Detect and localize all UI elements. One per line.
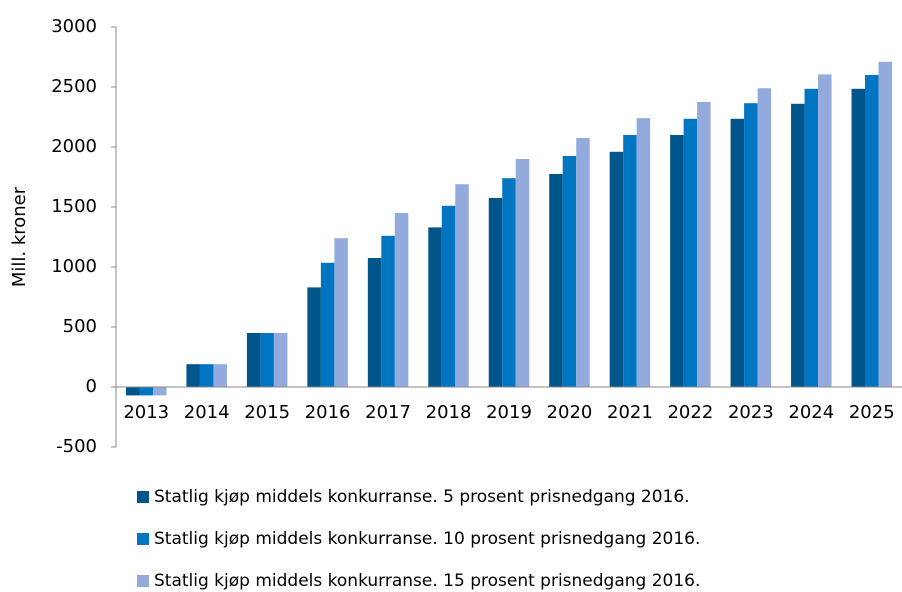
bar (609, 151, 624, 387)
legend-swatch (137, 533, 149, 545)
legend-label: Statlig kjøp middels konkurranse. 5 pros… (154, 487, 690, 507)
x-tick-label: 2022 (667, 402, 713, 423)
legend-label: Statlig kjøp middels konkurranse. 10 pro… (154, 529, 700, 549)
bar (623, 135, 637, 387)
x-tick-label: 2014 (184, 402, 230, 423)
bar (502, 178, 516, 387)
bar (381, 235, 395, 387)
bar (730, 118, 745, 388)
bar (488, 198, 503, 387)
x-tick-label: 2013 (123, 402, 169, 423)
y-tick-label: 1500 (51, 196, 97, 217)
x-tick-label: 2024 (788, 402, 834, 423)
bar (670, 135, 684, 387)
y-tick-label: 0 (86, 376, 97, 397)
bar (878, 61, 893, 388)
bar (576, 138, 590, 387)
x-tick-label: 2019 (486, 402, 532, 423)
bar (804, 88, 819, 388)
bar (697, 102, 711, 387)
x-tick-label: 2023 (728, 402, 774, 423)
y-tick-label: 1000 (51, 256, 97, 277)
x-tick-label: 2025 (849, 402, 895, 423)
bar (152, 387, 167, 396)
bar (515, 159, 530, 387)
x-tick-label: 2021 (607, 402, 653, 423)
y-tick-label: 500 (63, 316, 97, 337)
bar (320, 262, 335, 387)
bar (865, 75, 879, 387)
bar (213, 364, 227, 387)
legend-swatch (137, 491, 149, 503)
bar (428, 227, 442, 387)
bar (636, 118, 651, 387)
legend-swatch (137, 575, 149, 587)
bar (441, 205, 456, 387)
bar (139, 387, 153, 396)
bar (455, 184, 469, 387)
bar (757, 88, 772, 387)
y-tick-label: -500 (56, 436, 97, 457)
bar (273, 333, 288, 387)
x-tick-label: 2018 (426, 402, 472, 423)
y-axis-label: Mill. kroner (9, 186, 30, 287)
bar (549, 174, 563, 387)
bar (260, 333, 274, 387)
y-tick-label: 3000 (51, 16, 97, 37)
bar (818, 74, 832, 388)
y-tick-label: 2000 (51, 136, 97, 157)
bar (683, 118, 698, 388)
bar (562, 156, 577, 387)
y-tick-label: 2500 (51, 76, 97, 97)
x-tick-label: 2020 (547, 402, 593, 423)
bar (125, 387, 140, 396)
bar (851, 88, 866, 388)
legend-label: Statlig kjøp middels konkurranse. 15 pro… (154, 571, 700, 591)
x-tick-label: 2015 (244, 402, 290, 423)
bar (246, 333, 261, 387)
bar (791, 103, 805, 388)
x-tick-label: 2017 (365, 402, 411, 423)
bar (367, 258, 382, 387)
bar (186, 364, 200, 387)
bar (307, 287, 321, 387)
bar (394, 213, 409, 387)
bar (334, 238, 348, 387)
bar (199, 364, 214, 387)
x-tick-label: 2016 (305, 402, 351, 423)
bar (744, 103, 758, 387)
